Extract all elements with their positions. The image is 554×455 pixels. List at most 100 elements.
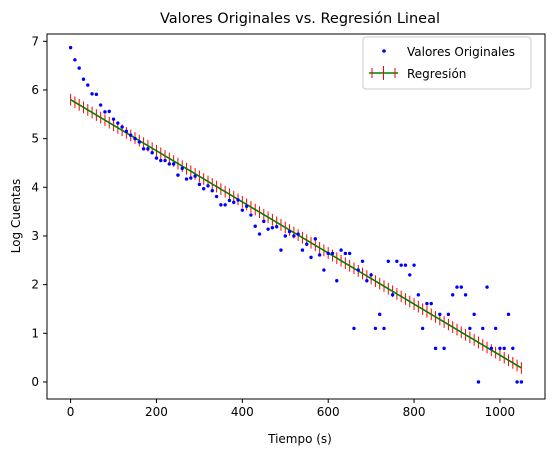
x-tick-label: 800 <box>403 405 426 419</box>
data-point <box>416 293 421 297</box>
x-axis-label: Tiempo (s) <box>267 432 332 446</box>
x-tick-label: 400 <box>231 405 254 419</box>
data-point <box>232 200 236 205</box>
data-point <box>171 162 176 166</box>
data-point <box>120 125 124 129</box>
data-point <box>94 92 99 97</box>
data-point <box>489 346 494 351</box>
y-axis-label: Log Cuentas <box>9 179 23 254</box>
x-tick-label: 1000 <box>485 405 516 419</box>
chart-title: Valores Originales vs. Regresión Lineal <box>160 11 440 27</box>
data-point <box>378 312 382 317</box>
data-point <box>450 293 455 297</box>
data-point <box>193 174 197 178</box>
data-point <box>476 380 481 384</box>
y-tick-label: 4 <box>31 180 39 194</box>
x-axis: 0 200 400 600 800 1000 <box>67 399 515 419</box>
data-point <box>373 326 378 331</box>
plot-frame <box>46 33 546 400</box>
data-point <box>279 248 283 252</box>
data-point <box>519 380 524 384</box>
data-point <box>433 346 438 351</box>
data-point <box>107 109 111 114</box>
legend-label-regression: Regresión <box>407 67 466 81</box>
data-point <box>77 66 81 70</box>
data-point <box>146 147 150 151</box>
data-point <box>352 326 356 331</box>
data-point <box>296 232 300 236</box>
data-point <box>511 346 515 351</box>
data-point <box>369 273 373 277</box>
data-point <box>111 117 116 121</box>
data-point <box>73 58 77 62</box>
legend: Valores Originales Regresión <box>362 36 532 90</box>
x-tick-label: 200 <box>145 405 168 419</box>
data-point <box>116 121 120 125</box>
data-point <box>356 268 360 272</box>
data-point <box>274 225 279 229</box>
data-point <box>68 45 73 50</box>
data-point <box>283 234 287 238</box>
data-point <box>425 301 429 306</box>
y-tick-label: 6 <box>31 83 39 97</box>
data-point <box>403 263 408 267</box>
data-point <box>253 224 257 228</box>
y-tick-label: 7 <box>31 34 39 48</box>
data-point <box>438 312 442 317</box>
data-point <box>386 259 391 263</box>
data-point <box>313 237 318 241</box>
y-tick-label: 3 <box>31 229 39 243</box>
data-point <box>124 129 129 134</box>
data-point <box>167 162 172 166</box>
data-point <box>292 234 296 238</box>
y-tick-label: 0 <box>31 375 39 389</box>
data-point <box>163 158 167 163</box>
data-point <box>90 92 94 96</box>
legend-scatter-marker <box>382 49 386 53</box>
y-tick-label: 2 <box>31 278 39 292</box>
data-point <box>262 219 266 224</box>
data-point <box>189 176 193 180</box>
data-point <box>300 248 305 252</box>
data-point <box>81 77 86 81</box>
data-point <box>420 326 425 331</box>
data-point <box>176 173 180 177</box>
legend-box <box>362 36 532 90</box>
data-point <box>455 285 459 289</box>
data-point <box>506 312 511 317</box>
data-point <box>257 232 262 236</box>
data-point <box>287 229 292 234</box>
data-point <box>206 184 210 188</box>
data-point <box>347 251 352 256</box>
data-point <box>515 380 519 384</box>
data-point <box>137 140 142 144</box>
data-point <box>493 326 498 331</box>
data-point <box>459 285 463 289</box>
data-point <box>365 279 369 283</box>
regression-line <box>70 99 522 369</box>
data-point <box>412 263 416 267</box>
data-point <box>309 255 313 260</box>
data-point <box>498 346 502 351</box>
data-point <box>463 293 468 297</box>
data-point <box>485 285 489 289</box>
data-point <box>197 182 202 187</box>
data-point <box>184 177 189 181</box>
data-point <box>270 225 275 230</box>
data-point <box>468 326 472 331</box>
data-point <box>240 208 245 212</box>
data-point <box>395 259 399 263</box>
data-point <box>159 158 163 163</box>
data-point <box>305 242 309 246</box>
data-point <box>223 203 227 207</box>
data-point <box>133 136 137 141</box>
data-point <box>236 198 240 202</box>
data-point <box>103 110 107 114</box>
data-point <box>382 326 386 331</box>
plot-area <box>46 33 546 400</box>
data-point <box>446 312 451 317</box>
data-point <box>481 326 485 331</box>
data-point <box>210 189 214 193</box>
data-point <box>86 83 90 87</box>
